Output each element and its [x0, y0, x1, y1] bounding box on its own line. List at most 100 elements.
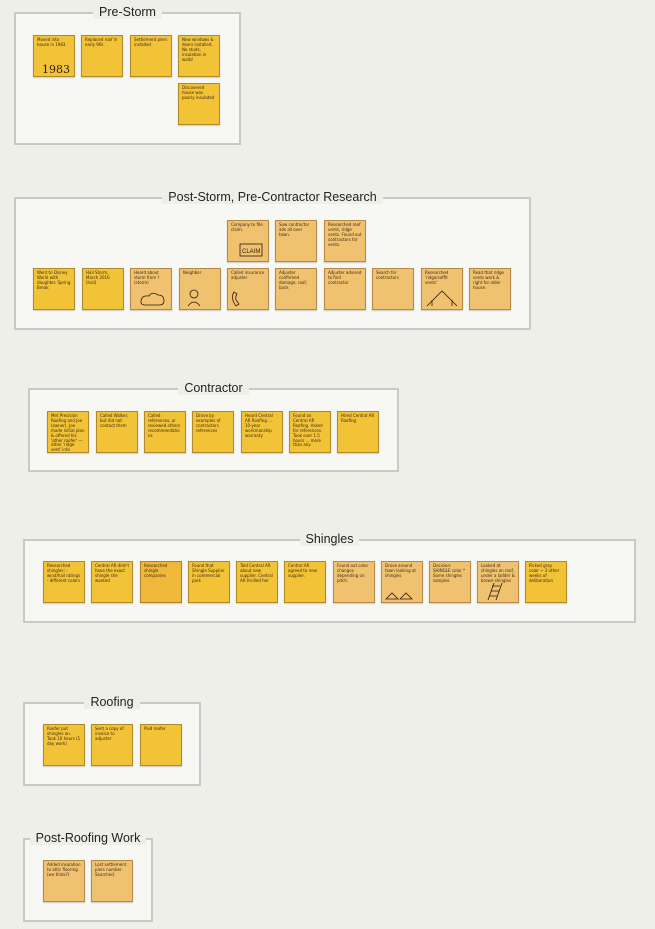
sticky-note[interactable]: Saw contractor ads all over town.	[275, 220, 317, 262]
sticky-note[interactable]: Picked gray color ~ 3 other weeks of del…	[525, 561, 567, 603]
sticky-note[interactable]: New windows & doors installed. No studs,…	[178, 35, 220, 77]
sticky-note-text: Looked at shingles on roof, under a ladd…	[481, 563, 515, 583]
group-title: Roofing	[25, 694, 199, 710]
sticky-note[interactable]: Moved into house in 1983 1983	[33, 35, 75, 77]
sticky-note[interactable]: Paid roofer	[140, 724, 182, 766]
group-title-text: Pre-Storm	[93, 5, 162, 19]
group-title-text: Post-Roofing Work	[29, 831, 147, 845]
sticky-note-text: Search for contractors	[376, 270, 399, 280]
sticky-note-text: Central AR agreed to new supplier.	[288, 563, 317, 578]
sticky-note[interactable]: Looked at shingles on roof, under a ladd…	[477, 561, 519, 603]
group-title-text: Contractor	[178, 381, 249, 395]
sticky-note-text: Researched shingle companies	[144, 563, 168, 578]
sticky-note[interactable]: Heard Central AR Roofing ... 10-year wor…	[241, 411, 283, 453]
sticky-note[interactable]: Researched shingles: - wind/hail ratings…	[43, 561, 85, 603]
year-sketch-icon: 1983	[42, 63, 70, 75]
houses-sketch-icon	[385, 592, 413, 600]
sticky-note[interactable]: Told Central AR about new supplier. Cent…	[236, 561, 278, 603]
sticky-note-text: Company to file claim.	[231, 222, 263, 232]
sticky-note[interactable]: Neighbor	[179, 268, 221, 310]
sticky-note-text: Told Central AR about new supplier. Cent…	[240, 563, 273, 583]
svg-text:CLAIM: CLAIM	[242, 249, 260, 255]
group-title-text: Roofing	[84, 695, 140, 709]
sticky-note-text: Neighbor	[183, 270, 202, 275]
group-title: Contractor	[30, 380, 397, 396]
sticky-note-text: New windows & doors installed. No studs,…	[182, 37, 214, 62]
sticky-note[interactable]: Researched 'ridge/soffit vents'	[421, 268, 463, 310]
sticky-note-text: Sent a copy of invoice to adjuster	[95, 726, 124, 741]
sticky-note[interactable]: Called Walker, but did not contact them	[96, 411, 138, 453]
sticky-note[interactable]: Roofer put shingles on. Took 10 hours (1…	[43, 724, 85, 766]
sticky-note-text: Hired Central AR Roofing	[341, 413, 375, 423]
sticky-note[interactable]: Found on Central AR Roofing. Asked for r…	[289, 411, 331, 453]
cloud-sketch-icon	[140, 292, 165, 306]
sticky-note[interactable]: Added insulation to attic flooring. (we …	[43, 860, 85, 902]
sticky-note-text: Lost settlement piers number. Searched.	[95, 862, 127, 877]
sticky-note[interactable]: Discovered house was poorly insulated	[178, 83, 220, 125]
sticky-note-text: Decision: SHINGLE color * Some shingles …	[433, 563, 465, 583]
group-title: Post-Storm, Pre-Contractor Research	[16, 189, 529, 205]
sticky-note-text: Met Precision Roofing and Joe (owner). J…	[51, 413, 85, 453]
sticky-note[interactable]: Company to file claim. CLAIM	[227, 220, 269, 262]
sticky-note[interactable]: Found that Shingle Supplier in commercia…	[188, 561, 230, 603]
sticky-note-text: Called insurance adjuster	[231, 270, 265, 280]
sticky-note[interactable]: Drove around town looking at shingles	[381, 561, 423, 603]
sticky-note-text: Found out color changes depending on pit…	[337, 563, 369, 583]
sticky-note[interactable]: Central AR didn't have the exact shingle…	[91, 561, 133, 603]
sticky-note-text: Heard Central AR Roofing ... 10-year wor…	[245, 413, 273, 438]
group-title: Pre-Storm	[16, 4, 239, 20]
ladder-sketch-icon	[487, 582, 503, 601]
group-title: Post-Roofing Work	[25, 830, 151, 846]
sticky-note-text: Saw contractor ads all over town.	[279, 222, 310, 237]
sticky-note-text: Read that ridge vents work & right for o…	[473, 270, 505, 290]
sticky-note-text: Drove by examples of contractors referen…	[196, 413, 221, 433]
sticky-note[interactable]: Sent a copy of invoice to adjuster	[91, 724, 133, 766]
sticky-note[interactable]: Hired Central AR Roofing	[337, 411, 379, 453]
sticky-note[interactable]: Researched roof vents, ridge vents. Foun…	[324, 220, 366, 262]
sticky-note-text: Called Walker, but did not contact them	[100, 413, 129, 428]
sticky-note-text: Settlement piers installed	[134, 37, 168, 47]
sticky-note-text: Researched roof vents, ridge vents. Foun…	[328, 222, 362, 247]
sticky-note-text: Drove around town looking at shingles	[385, 563, 416, 578]
sticky-note[interactable]: Search for contractors	[372, 268, 414, 310]
sticky-note-text: Hail Storm, March 2016 (hail)	[86, 270, 110, 285]
sticky-note[interactable]: Decision: SHINGLE color * Some shingles …	[429, 561, 471, 603]
sticky-note-text: Researched shingles: - wind/hail ratings…	[47, 563, 81, 583]
sticky-note[interactable]: Met Precision Roofing and Joe (owner). J…	[47, 411, 89, 453]
sticky-note-text: Researched 'ridge/soffit vents'	[425, 270, 449, 285]
phone-sketch-icon	[232, 291, 240, 307]
sticky-note[interactable]: Adjuster confirmed damage, roof, back	[275, 268, 317, 310]
house-sketch-icon	[426, 290, 458, 307]
claim-sketch-icon: CLAIM	[239, 243, 263, 257]
group-title-text: Shingles	[299, 532, 360, 546]
sticky-note[interactable]: Called insurance adjuster	[227, 268, 269, 310]
sticky-note-text: Went to Disney World with daughter. Spri…	[37, 270, 71, 290]
sticky-note[interactable]: Went to Disney World with daughter. Spri…	[33, 268, 75, 310]
sticky-note[interactable]: Heard about storm from ? (storm)	[130, 268, 172, 310]
sticky-note[interactable]: Adjuster advised to find contractor	[324, 268, 366, 310]
group-title: Shingles	[25, 531, 634, 547]
group-pre-storm: Pre-Storm	[14, 5, 241, 145]
sticky-note-text: Picked gray color ~ 3 other weeks of del…	[529, 563, 560, 583]
sticky-note[interactable]: Found out color changes depending on pit…	[333, 561, 375, 603]
person-sketch-icon	[187, 289, 201, 307]
sticky-note-text: Found on Central AR Roofing. Asked for r…	[293, 413, 323, 448]
sticky-note-text: Found that Shingle Supplier in commercia…	[192, 563, 225, 583]
sticky-note[interactable]: Replaced roof in early 90s	[81, 35, 123, 77]
sticky-note[interactable]: Researched shingle companies	[140, 561, 182, 603]
sticky-note-text: Replaced roof in early 90s	[85, 37, 118, 47]
sticky-note-text: Adjuster confirmed damage, roof, back	[279, 270, 308, 290]
sticky-note[interactable]: Drove by examples of contractors referen…	[192, 411, 234, 453]
sticky-note[interactable]: Lost settlement piers number. Searched.	[91, 860, 133, 902]
sticky-note[interactable]: Called references, or reviewed others re…	[144, 411, 186, 453]
sticky-note-text: Added insulation to attic flooring. (we …	[47, 862, 81, 877]
group-title-text: Post-Storm, Pre-Contractor Research	[162, 190, 383, 204]
sticky-note[interactable]: Central AR agreed to new supplier.	[284, 561, 326, 603]
group-post-storm-research: Post-Storm, Pre-Contractor Research	[14, 190, 531, 330]
sticky-note[interactable]: Read that ridge vents work & right for o…	[469, 268, 511, 310]
sticky-note-text: Called references, or reviewed others re…	[148, 413, 181, 438]
sticky-note[interactable]: Hail Storm, March 2016 (hail)	[82, 268, 124, 310]
sticky-note[interactable]: Settlement piers installed	[130, 35, 172, 77]
sticky-note-text: Heard about storm from ? (storm)	[134, 270, 160, 285]
sticky-note-text: Discovered house was poorly insulated	[182, 85, 215, 100]
